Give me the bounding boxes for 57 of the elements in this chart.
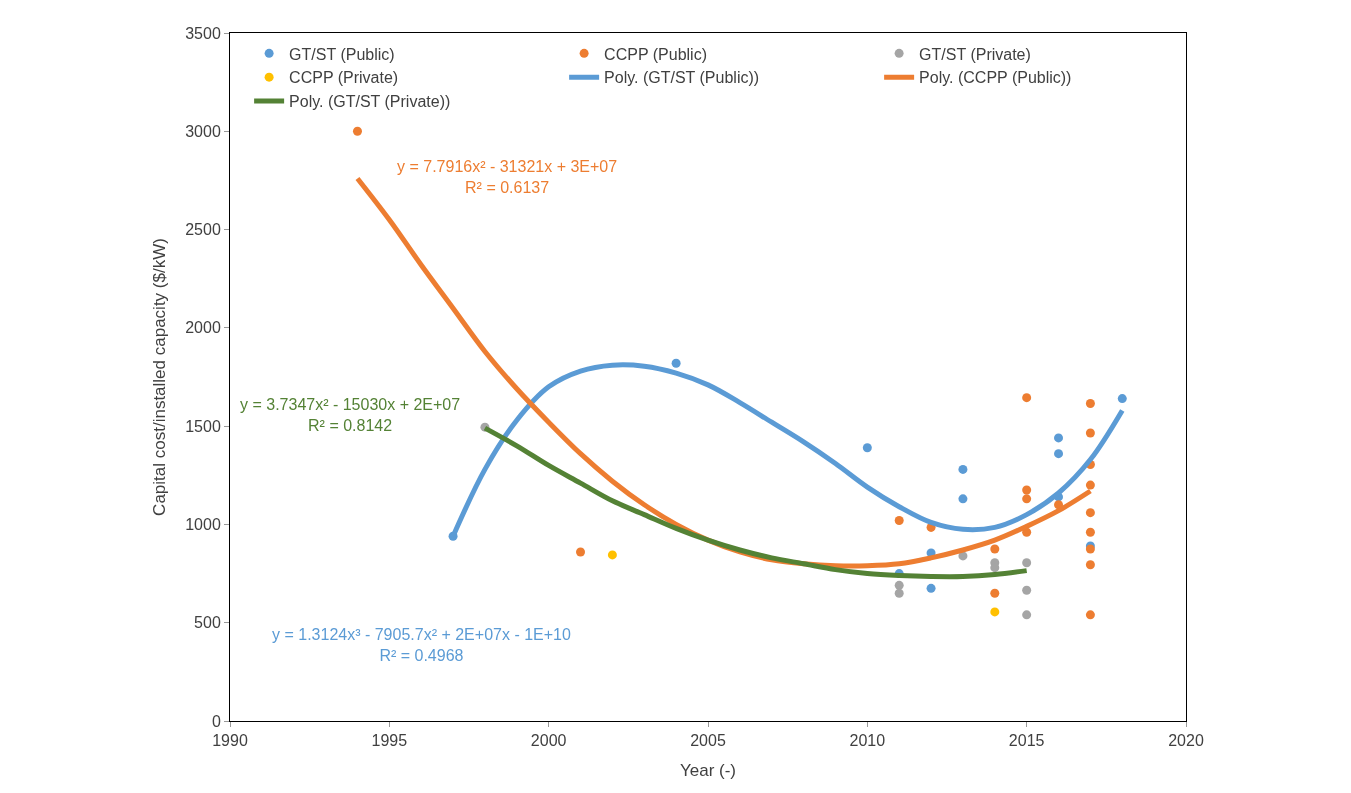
annotation: y = 7.7916x² - 31321x + 3E+07 R² = 0.6137	[397, 158, 618, 196]
x-tick-label: 2010	[849, 732, 886, 750]
point	[862, 443, 872, 453]
point	[990, 607, 1000, 617]
point	[958, 464, 968, 474]
legend-label: GT/ST (Private)	[919, 45, 1031, 63]
y-tick-label: 2500	[185, 221, 221, 239]
annotation: y = 3.7347x² - 15030x + 2E+07 R² = 0.8142	[240, 396, 461, 434]
point	[1085, 428, 1095, 438]
y-tick-label: 3000	[185, 122, 221, 140]
point	[1022, 485, 1032, 495]
point	[894, 588, 904, 598]
legend-label: Poly. (CCPP (Public))	[919, 69, 1072, 87]
y-tick-label: 0	[211, 712, 221, 730]
x-tick-label: 2015	[1008, 732, 1045, 750]
x-tick-label: 1995	[371, 732, 408, 750]
point	[1085, 560, 1095, 570]
point	[926, 583, 936, 593]
point	[894, 580, 904, 590]
point	[958, 494, 968, 504]
x-tick-label: 1990	[212, 732, 248, 750]
point	[1085, 508, 1095, 518]
legend-label: Poly. (GT/ST (Public))	[604, 69, 760, 87]
legend-label: CCPP (Private)	[289, 69, 399, 87]
y-tick-label: 500	[194, 614, 221, 632]
y-tick-label: 1500	[185, 417, 221, 435]
x-tick-label: 2005	[690, 732, 726, 750]
point	[1022, 393, 1032, 403]
y-tick-label: 3500	[185, 24, 221, 42]
point	[1085, 399, 1095, 409]
x-axis-title: Year (-)	[679, 760, 737, 780]
legend-label: CCPP (Public)	[604, 45, 707, 63]
point	[576, 547, 586, 557]
point	[990, 544, 1000, 554]
point	[671, 358, 681, 368]
point	[1054, 433, 1064, 443]
point	[1022, 610, 1032, 620]
point	[1022, 585, 1032, 595]
point	[1085, 527, 1095, 537]
point	[1085, 480, 1095, 490]
x-tick-label: 2020	[1168, 732, 1204, 750]
point	[1022, 494, 1032, 504]
annotation: y = 1.3124x³ - 7905.7x² + 2E+07x - 1E+10 R² = 0.4968	[272, 626, 571, 664]
point	[990, 588, 1000, 598]
point	[352, 126, 362, 136]
y-axis-title: Capital cost/installed capacity ($/kW)	[149, 238, 169, 516]
x-tick-label: 2000	[530, 732, 567, 750]
point	[1054, 449, 1064, 459]
point	[1117, 394, 1127, 404]
point	[607, 550, 617, 560]
point	[1022, 558, 1032, 568]
legend-label: GT/ST (Public)	[289, 45, 395, 63]
point	[1085, 610, 1095, 620]
y-tick-label: 2000	[185, 319, 221, 337]
point	[894, 516, 904, 525]
y-tick-label: 1000	[185, 516, 221, 534]
legend-label: Poly. (GT/ST (Private))	[289, 93, 451, 111]
